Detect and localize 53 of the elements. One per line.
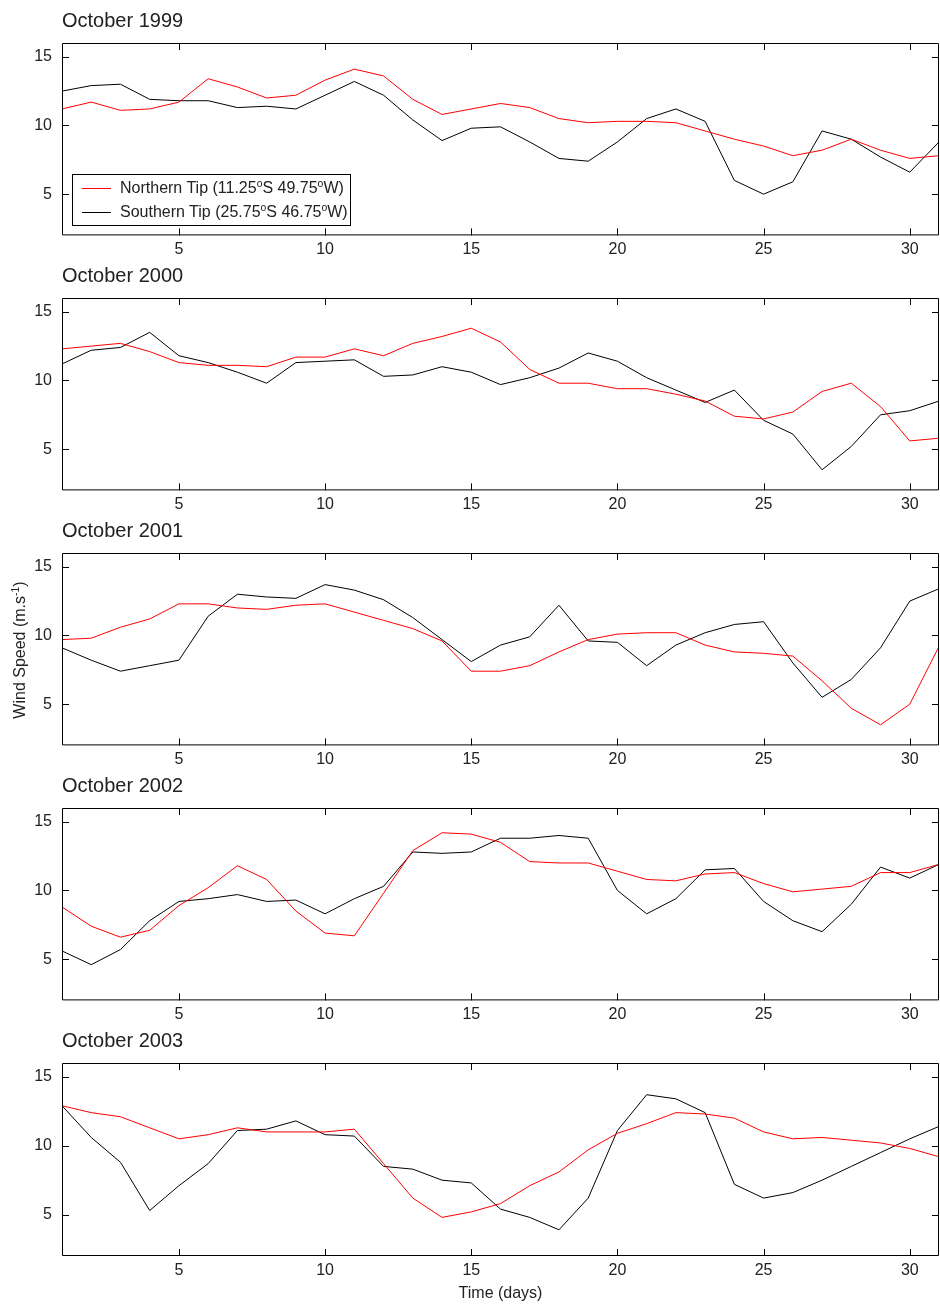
chart-title: October 2000 bbox=[62, 263, 184, 287]
x-tick-label: 10 bbox=[316, 750, 335, 768]
y-tick-label: 15 bbox=[34, 302, 53, 320]
y-tick-label: 15 bbox=[34, 812, 53, 830]
x-tick-label: 30 bbox=[900, 750, 919, 768]
x-tick-label: 30 bbox=[900, 240, 919, 258]
x-tick-label: 20 bbox=[608, 1005, 627, 1023]
x-tick-label: 5 bbox=[174, 240, 184, 258]
x-tick-label: 25 bbox=[754, 750, 773, 768]
legend-label: Northern Tip (11.25$^{o}$S 49.75$^{o}$W) bbox=[120, 178, 344, 197]
y-tick-label: 5 bbox=[43, 439, 53, 457]
x-tick-label: 30 bbox=[900, 1261, 919, 1279]
y-tick-label: 5 bbox=[43, 949, 53, 967]
chart-title: October 2002 bbox=[62, 773, 184, 797]
x-tick-label: 5 bbox=[174, 1261, 184, 1279]
y-tick-label: 5 bbox=[43, 184, 53, 202]
x-tick-label: 10 bbox=[316, 240, 335, 258]
x-tick-label: 20 bbox=[608, 750, 627, 768]
x-tick-label: 25 bbox=[754, 1261, 773, 1279]
x-tick-label: 15 bbox=[462, 1005, 481, 1023]
x-tick-label: 30 bbox=[900, 495, 919, 513]
x-tick-label: 5 bbox=[174, 495, 184, 513]
legend-label: Southern Tip (25.75$^{o}$S 46.75$^{o}$W) bbox=[120, 202, 348, 221]
x-tick-label: 20 bbox=[608, 240, 627, 258]
x-tick-label: 20 bbox=[608, 1261, 627, 1279]
x-axis-title: Time (days) bbox=[458, 1283, 543, 1303]
y-tick-label: 10 bbox=[34, 625, 53, 643]
x-tick-label: 5 bbox=[174, 750, 184, 768]
chart-title: October 1999 bbox=[62, 8, 184, 32]
x-tick-label: 10 bbox=[316, 1261, 335, 1279]
x-tick-label: 15 bbox=[462, 1261, 481, 1279]
y-tick-label: 10 bbox=[34, 370, 53, 388]
chart-title: October 2003 bbox=[62, 1028, 184, 1052]
y-tick-label: 15 bbox=[34, 1067, 53, 1085]
y-tick-label: 15 bbox=[34, 47, 53, 65]
chart-title: October 2001 bbox=[62, 518, 184, 542]
x-tick-label: 25 bbox=[754, 1005, 773, 1023]
x-tick-label: 5 bbox=[174, 1005, 184, 1023]
x-tick-label: 25 bbox=[754, 495, 773, 513]
x-tick-label: 15 bbox=[462, 750, 481, 768]
x-tick-label: 10 bbox=[316, 1005, 335, 1023]
y-tick-label: 15 bbox=[34, 557, 53, 575]
x-tick-label: 25 bbox=[754, 240, 773, 258]
x-tick-label: 15 bbox=[462, 495, 481, 513]
x-tick-label: 20 bbox=[608, 495, 627, 513]
y-tick-label: 10 bbox=[34, 880, 53, 898]
x-tick-label: 30 bbox=[900, 1005, 919, 1023]
y-tick-label: 5 bbox=[43, 694, 53, 712]
x-tick-label: 15 bbox=[462, 240, 481, 258]
y-tick-label: 10 bbox=[34, 1136, 53, 1154]
x-tick-label: 10 bbox=[316, 495, 335, 513]
y-tick-label: 5 bbox=[43, 1205, 53, 1223]
y-tick-label: 10 bbox=[34, 115, 53, 133]
